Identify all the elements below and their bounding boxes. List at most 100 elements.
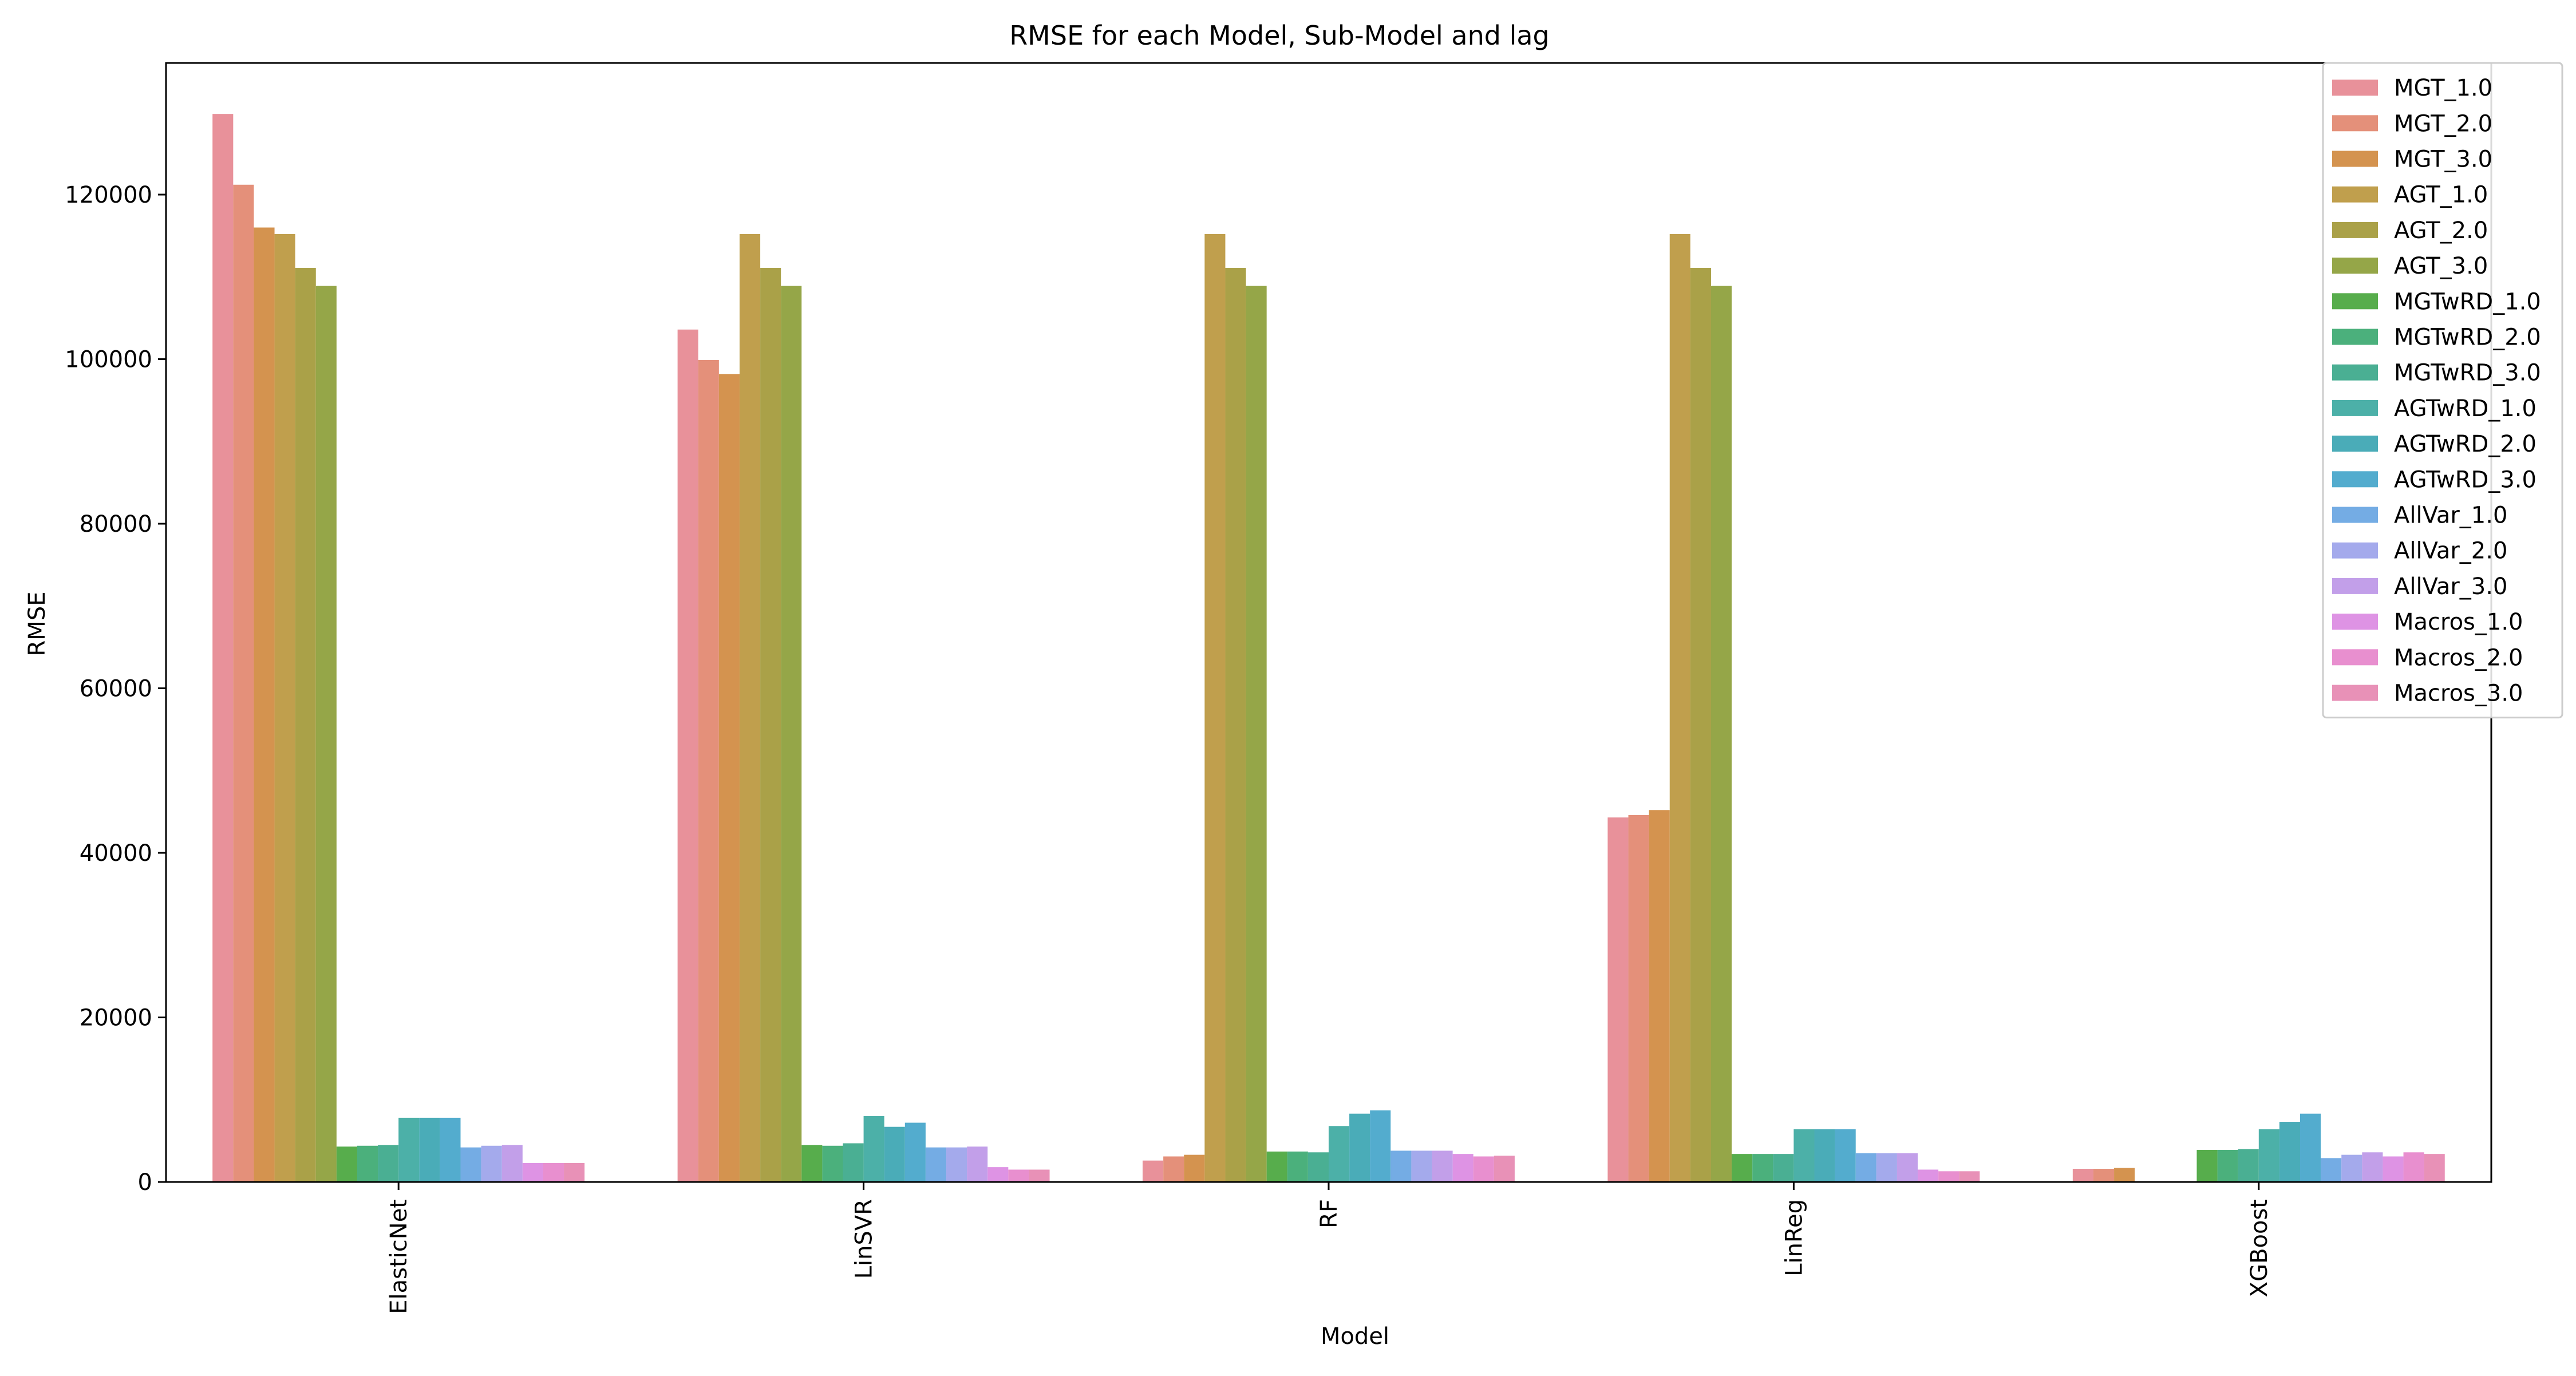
bar-LinReg-MGTwRD_3.0 bbox=[1773, 1154, 1794, 1183]
bar-ElasticNet-AGT_3.0 bbox=[315, 286, 337, 1182]
bar-RF-MGT_2.0 bbox=[1163, 1156, 1184, 1182]
legend-swatch bbox=[2332, 80, 2378, 96]
bar-XGBoost-MGT_1.0 bbox=[2072, 1169, 2093, 1182]
bar-LinSVR-MGTwRD_1.0 bbox=[801, 1145, 823, 1182]
legend-label: MGT_2.0 bbox=[2394, 110, 2492, 137]
bar-ElasticNet-MGTwRD_2.0 bbox=[357, 1145, 378, 1182]
legend-swatch bbox=[2332, 471, 2378, 488]
bar-RF-MGT_1.0 bbox=[1143, 1160, 1164, 1183]
y-tick-label: 80000 bbox=[80, 511, 152, 537]
legend-swatch bbox=[2332, 186, 2378, 203]
bar-RF-AllVar_2.0 bbox=[1411, 1150, 1432, 1183]
bar-ElasticNet-MGTwRD_3.0 bbox=[378, 1145, 399, 1182]
bar-LinSVR-Macros_3.0 bbox=[1029, 1169, 1050, 1182]
bar-LinSVR-AllVar_1.0 bbox=[925, 1147, 947, 1183]
bar-XGBoost-MGTwRD_1.0 bbox=[2196, 1149, 2218, 1182]
bar-RF-Macros_1.0 bbox=[1452, 1154, 1473, 1183]
bar-XGBoost-AGTwRD_1.0 bbox=[2258, 1129, 2279, 1182]
bar-RF-AGTwRD_2.0 bbox=[1349, 1113, 1370, 1182]
legend-label: AGTwRD_1.0 bbox=[2394, 396, 2537, 422]
legend-label: AGT_1.0 bbox=[2394, 182, 2488, 208]
bar-RF-AGTwRD_3.0 bbox=[1370, 1110, 1391, 1182]
y-axis-label: RMSE bbox=[24, 592, 50, 657]
bar-ElasticNet-MGTwRD_1.0 bbox=[336, 1146, 357, 1182]
bar-LinReg-AGT_3.0 bbox=[1710, 286, 1732, 1182]
bar-LinReg-MGT_3.0 bbox=[1649, 810, 1670, 1182]
bar-RF-AllVar_1.0 bbox=[1390, 1150, 1412, 1183]
bar-ElasticNet-Macros_2.0 bbox=[543, 1163, 564, 1182]
chart-title: RMSE for each Model, Sub-Model and lag bbox=[1009, 20, 1550, 51]
y-tick-label: 60000 bbox=[80, 676, 152, 702]
bar-LinSVR-MGT_2.0 bbox=[698, 359, 719, 1183]
bar-LinReg-AGTwRD_1.0 bbox=[1793, 1129, 1815, 1182]
bar-LinReg-AGTwRD_3.0 bbox=[1835, 1129, 1856, 1182]
bar-RF-MGTwRD_1.0 bbox=[1266, 1151, 1287, 1182]
bar-LinSVR-AGT_1.0 bbox=[739, 234, 761, 1182]
bar-LinReg-AGT_1.0 bbox=[1669, 234, 1690, 1182]
bar-LinSVR-MGT_3.0 bbox=[718, 374, 740, 1183]
bar-XGBoost-AllVar_3.0 bbox=[2362, 1152, 2383, 1182]
bar-ElasticNet-AGTwRD_2.0 bbox=[419, 1117, 440, 1183]
legend-box bbox=[2322, 62, 2563, 719]
bar-RF-AGT_1.0 bbox=[1204, 234, 1226, 1182]
x-tick-label: LinSVR bbox=[851, 1199, 878, 1279]
bar-XGBoost-AGTwRD_2.0 bbox=[2279, 1122, 2301, 1182]
bar-XGBoost-Macros_2.0 bbox=[2403, 1152, 2424, 1182]
bar-XGBoost-MGT_3.0 bbox=[2114, 1168, 2135, 1182]
bar-XGBoost-AllVar_1.0 bbox=[2321, 1158, 2342, 1182]
bar-ElasticNet-AGTwRD_3.0 bbox=[440, 1117, 461, 1183]
bar-ElasticNet-Macros_3.0 bbox=[564, 1163, 585, 1182]
bar-RF-AGTwRD_1.0 bbox=[1329, 1126, 1350, 1182]
bar-LinSVR-AllVar_2.0 bbox=[946, 1147, 967, 1183]
bar-LinSVR-Macros_2.0 bbox=[1008, 1169, 1029, 1182]
y-tick-label: 0 bbox=[138, 1169, 152, 1196]
legend-swatch bbox=[2332, 258, 2378, 274]
bar-LinSVR-MGT_1.0 bbox=[677, 329, 698, 1182]
legend-swatch bbox=[2332, 222, 2378, 238]
legend-swatch bbox=[2332, 542, 2378, 559]
bar-LinReg-AllVar_3.0 bbox=[1897, 1153, 1918, 1182]
bar-ElasticNet-Macros_1.0 bbox=[522, 1163, 543, 1182]
bars-layer bbox=[212, 114, 2445, 1183]
bar-ElasticNet-AllVar_2.0 bbox=[481, 1145, 502, 1182]
bar-LinSVR-AGTwRD_3.0 bbox=[904, 1122, 926, 1182]
bar-LinReg-MGTwRD_2.0 bbox=[1752, 1154, 1773, 1183]
bar-LinReg-MGT_2.0 bbox=[1628, 814, 1649, 1183]
bar-ElasticNet-AGT_1.0 bbox=[274, 234, 295, 1182]
legend-label: AllVar_1.0 bbox=[2394, 503, 2507, 529]
bar-LinReg-MGTwRD_1.0 bbox=[1732, 1154, 1753, 1183]
legend-label: MGTwRD_3.0 bbox=[2394, 360, 2541, 386]
legend-swatch bbox=[2332, 507, 2378, 523]
bar-LinReg-AllVar_1.0 bbox=[1855, 1153, 1876, 1182]
legend-label: MGTwRD_2.0 bbox=[2394, 325, 2541, 351]
legend-label: MGT_1.0 bbox=[2394, 75, 2492, 101]
bar-ElasticNet-MGT_3.0 bbox=[254, 227, 275, 1182]
bar-LinReg-MGT_1.0 bbox=[1607, 817, 1629, 1182]
bar-XGBoost-AGTwRD_3.0 bbox=[2300, 1113, 2321, 1182]
legend-label: AllVar_3.0 bbox=[2394, 574, 2507, 600]
legend-swatch bbox=[2332, 400, 2378, 416]
legend-swatch bbox=[2332, 578, 2378, 594]
bar-XGBoost-Macros_1.0 bbox=[2383, 1156, 2404, 1182]
bar-ElasticNet-AGTwRD_1.0 bbox=[398, 1117, 420, 1183]
y-tick-label: 40000 bbox=[80, 840, 152, 867]
legend-swatch bbox=[2332, 364, 2378, 381]
legend-label: Macros_2.0 bbox=[2394, 644, 2523, 671]
bar-RF-AGT_3.0 bbox=[1246, 286, 1267, 1182]
x-tick-label: XGBoost bbox=[2246, 1199, 2273, 1297]
legend-label: AGTwRD_3.0 bbox=[2394, 466, 2537, 493]
legend-label: AGT_2.0 bbox=[2394, 218, 2488, 244]
axes-layer: 0 20000 40000 60000 80000 100000 120000 Elastic… bbox=[65, 62, 2492, 1314]
legend-swatch bbox=[2332, 115, 2378, 132]
bar-LinSVR-AGTwRD_2.0 bbox=[884, 1126, 905, 1182]
legend-label: MGT_3.0 bbox=[2394, 147, 2492, 173]
legend-swatch bbox=[2332, 329, 2378, 345]
x-tick-label: ElasticNet bbox=[386, 1199, 412, 1314]
bar-RF-MGTwRD_3.0 bbox=[1307, 1152, 1329, 1182]
bar-LinSVR-MGTwRD_2.0 bbox=[822, 1145, 843, 1182]
bar-LinSVR-AGTwRD_1.0 bbox=[863, 1116, 884, 1182]
bar-XGBoost-AllVar_2.0 bbox=[2341, 1154, 2362, 1182]
bar-LinSVR-Macros_1.0 bbox=[987, 1167, 1009, 1183]
legend-swatch bbox=[2332, 151, 2378, 167]
